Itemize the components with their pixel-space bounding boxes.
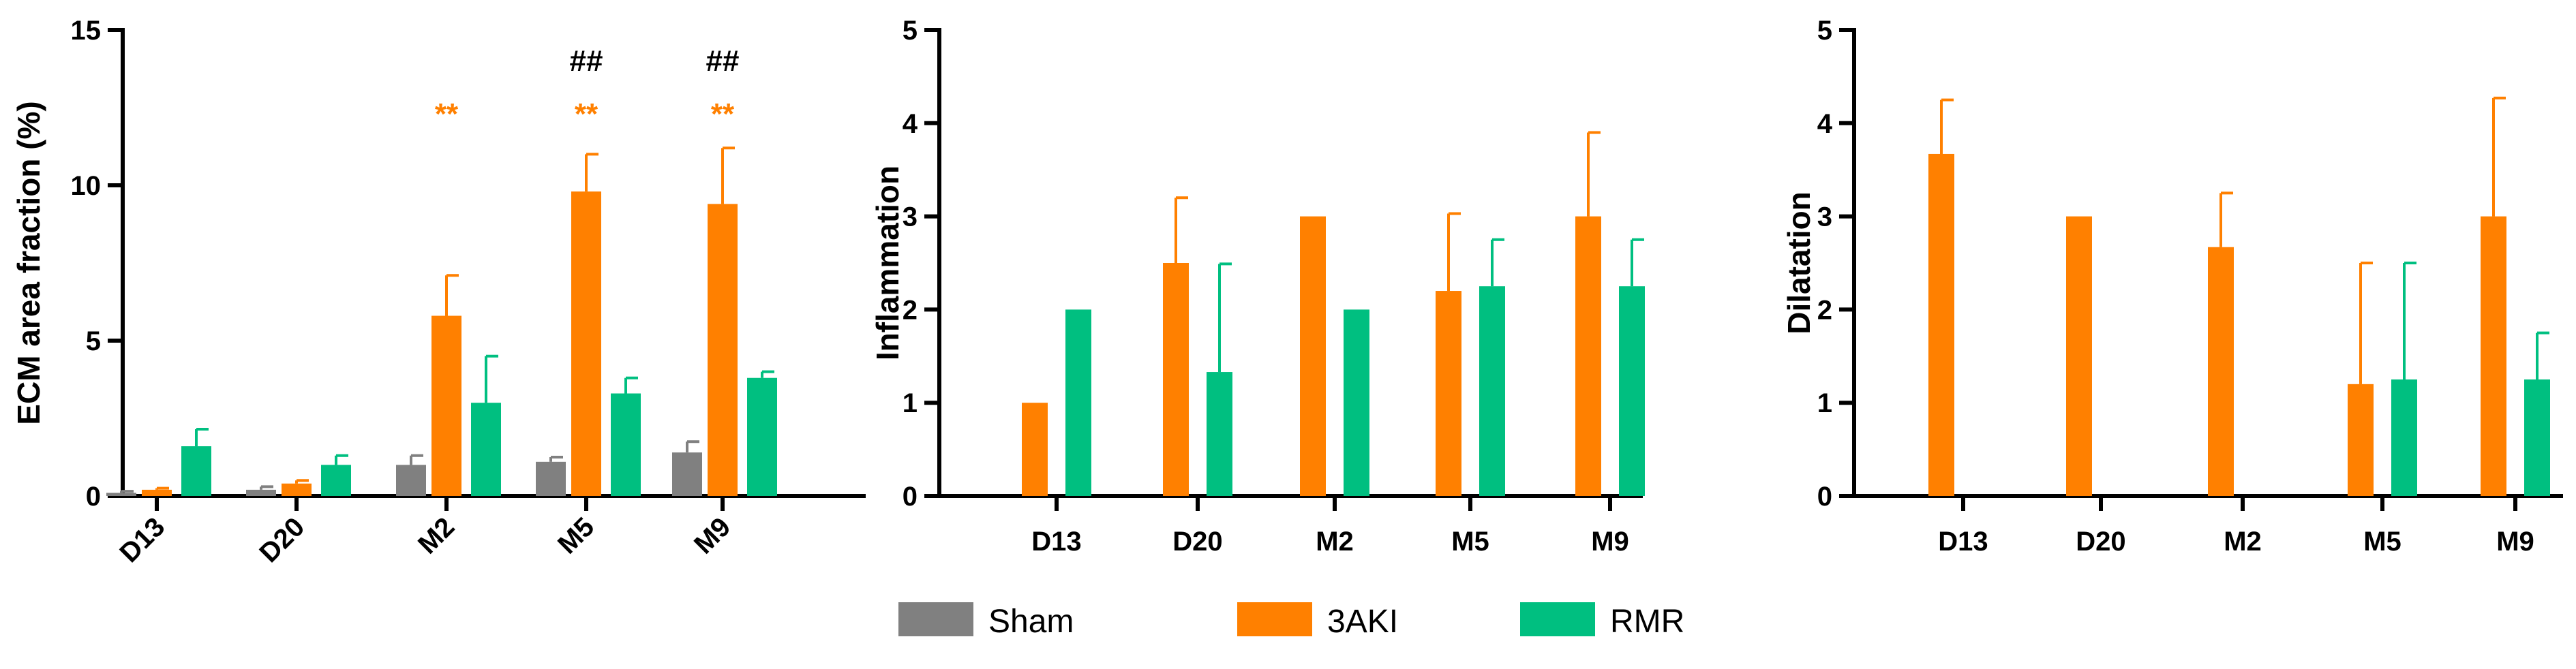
bar-3AKI-D20 bbox=[1163, 263, 1189, 496]
chart-panel-1: 0 5 10 15 ECM area fraction (%) D13 D20 M2 M5 M9 *… bbox=[11, 16, 866, 568]
x-tick-label: D13 bbox=[114, 512, 170, 568]
bar-3AKI-M9 bbox=[1575, 216, 1601, 496]
bar-Sham-D13 bbox=[106, 493, 136, 496]
y-tick-label: 5 bbox=[903, 16, 918, 46]
y-tick-label: 1 bbox=[1817, 388, 1832, 418]
bar-RMR-D13 bbox=[1065, 309, 1091, 496]
y-axis-label: ECM area fraction (%) bbox=[11, 101, 46, 424]
x-tick-label: M5 bbox=[552, 512, 600, 559]
bar-RMR-M2 bbox=[471, 403, 501, 496]
y-tick-label: 3 bbox=[1817, 202, 1832, 232]
bar-RMR-M5 bbox=[1479, 286, 1505, 496]
bar-Sham-M9 bbox=[672, 452, 702, 496]
bar-3AKI-D20 bbox=[282, 483, 312, 496]
legend-swatch-RMR bbox=[1520, 602, 1595, 636]
x-tick-label: M9 bbox=[688, 512, 736, 559]
bar-RMR-D20 bbox=[321, 465, 351, 496]
bar-Sham-D20 bbox=[246, 489, 276, 496]
y-tick-label: 1 bbox=[903, 388, 918, 418]
bar-Sham-M5 bbox=[536, 461, 566, 496]
bar-3AKI-M2 bbox=[2208, 247, 2234, 496]
y-tick-label: 4 bbox=[903, 109, 918, 139]
bar-3AKI-M9 bbox=[708, 204, 738, 496]
y-tick-label: 15 bbox=[71, 16, 102, 46]
star-significance-marker: ** bbox=[575, 97, 598, 131]
y-axis-label: Dilatation bbox=[1781, 191, 1817, 334]
y-tick-label: 5 bbox=[86, 326, 101, 356]
legend-label-3AKI: 3AKI bbox=[1327, 604, 1398, 640]
y-tick-label: 2 bbox=[1817, 295, 1832, 325]
hash-significance-marker: ## bbox=[570, 44, 603, 78]
bar-Sham-M2 bbox=[396, 465, 426, 496]
legend-label-RMR: RMR bbox=[1610, 604, 1684, 640]
star-significance-marker: ** bbox=[711, 97, 735, 131]
y-tick-label: 10 bbox=[71, 171, 102, 201]
bar-3AKI-D13 bbox=[142, 489, 172, 496]
x-tick-label: D13 bbox=[1938, 527, 1988, 557]
legend-label-Sham: Sham bbox=[988, 604, 1074, 640]
y-tick-label: 0 bbox=[1817, 482, 1832, 512]
x-tick-label: M2 bbox=[412, 512, 460, 559]
legend: Sham 3AKI RMR bbox=[898, 602, 1684, 640]
bar-RMR-M9 bbox=[1619, 286, 1645, 496]
bar-RMR-M9 bbox=[2524, 379, 2550, 496]
bar-3AKI-D13 bbox=[1022, 403, 1048, 496]
bar-RMR-M5 bbox=[611, 393, 641, 496]
bar-3AKI-D13 bbox=[1928, 153, 1954, 496]
chart-panel-3: 0 1 2 3 4 5 Dilatation D13 D20 M2 M5 M9 bbox=[1781, 16, 2563, 557]
chart-panel-2: 0 1 2 3 4 5 Inflammation D13 D20 M2 M5 M9 bbox=[870, 16, 1645, 557]
x-tick-label: D20 bbox=[1172, 527, 1222, 557]
legend-swatch-3AKI bbox=[1237, 602, 1312, 636]
x-tick-label: M5 bbox=[1451, 527, 1489, 557]
bar-RMR-D20 bbox=[1207, 372, 1232, 496]
bar-3AKI-M2 bbox=[431, 315, 461, 496]
bar-3AKI-M9 bbox=[2481, 216, 2506, 496]
y-tick-label: 3 bbox=[903, 202, 918, 232]
y-tick-label: 2 bbox=[903, 295, 918, 325]
x-tick-label: M9 bbox=[1591, 527, 1629, 557]
bar-3AKI-D20 bbox=[2066, 216, 2092, 496]
bar-3AKI-M5 bbox=[571, 191, 601, 496]
star-significance-marker: ** bbox=[435, 97, 459, 131]
x-tick-label: D20 bbox=[2076, 527, 2125, 557]
x-tick-label: M2 bbox=[2224, 527, 2262, 557]
x-tick-label: M9 bbox=[2496, 527, 2534, 557]
bar-3AKI-M2 bbox=[1300, 216, 1326, 496]
y-axis-label: Inflammation bbox=[870, 166, 905, 360]
bar-RMR-D13 bbox=[181, 446, 211, 496]
y-tick-label: 0 bbox=[903, 482, 918, 512]
x-tick-label: D20 bbox=[254, 512, 310, 568]
bar-RMR-M2 bbox=[1344, 309, 1369, 496]
y-tick-label: 5 bbox=[1817, 16, 1832, 46]
y-tick-label: 4 bbox=[1817, 109, 1833, 139]
bar-3AKI-M5 bbox=[2348, 384, 2374, 496]
legend-swatch-Sham bbox=[898, 602, 973, 636]
bar-RMR-M5 bbox=[2391, 379, 2417, 496]
x-tick-label: M2 bbox=[1316, 527, 1354, 557]
bar-RMR-M9 bbox=[747, 377, 777, 496]
x-tick-label: D13 bbox=[1031, 527, 1081, 557]
x-tick-label: M5 bbox=[2363, 527, 2401, 557]
y-tick-label: 0 bbox=[86, 482, 101, 512]
hash-significance-marker: ## bbox=[706, 44, 740, 78]
bar-3AKI-M5 bbox=[1436, 291, 1461, 496]
